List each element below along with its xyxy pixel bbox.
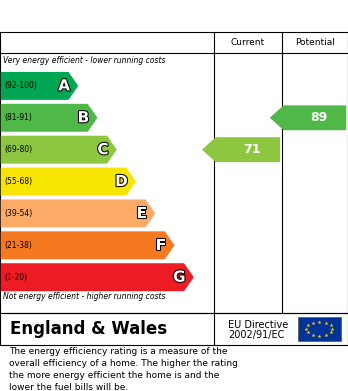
Text: England & Wales: England & Wales [10,320,168,338]
Polygon shape [1,231,175,259]
Polygon shape [1,168,136,196]
Polygon shape [1,104,97,132]
Text: (1-20): (1-20) [4,273,27,282]
Text: (39-54): (39-54) [4,209,32,218]
Polygon shape [1,72,78,100]
Text: 71: 71 [243,143,260,156]
Polygon shape [1,136,117,164]
Text: EU Directive: EU Directive [228,320,288,330]
Text: Very energy efficient - lower running costs: Very energy efficient - lower running co… [3,56,166,65]
Text: G: G [173,270,185,285]
Polygon shape [1,199,155,228]
Text: E: E [137,206,147,221]
Text: 89: 89 [310,111,327,124]
Text: (21-38): (21-38) [4,241,32,250]
Text: B: B [78,110,89,125]
Text: (81-91): (81-91) [4,113,32,122]
Text: D: D [115,174,128,189]
Text: Energy Efficiency Rating: Energy Efficiency Rating [9,9,200,23]
Text: (92-100): (92-100) [4,81,37,90]
Bar [298,317,341,341]
Text: Potential: Potential [295,38,335,47]
Polygon shape [1,263,194,291]
Polygon shape [270,105,346,130]
Text: Current: Current [231,38,265,47]
Text: (69-80): (69-80) [4,145,32,154]
Polygon shape [202,137,280,162]
Text: C: C [97,142,109,157]
Text: The energy efficiency rating is a measure of the
overall efficiency of a home. T: The energy efficiency rating is a measur… [9,347,238,391]
Text: Not energy efficient - higher running costs: Not energy efficient - higher running co… [3,292,166,301]
Text: F: F [156,238,166,253]
Text: (55-68): (55-68) [4,177,32,186]
Text: A: A [58,79,70,93]
Text: 2002/91/EC: 2002/91/EC [228,330,284,340]
